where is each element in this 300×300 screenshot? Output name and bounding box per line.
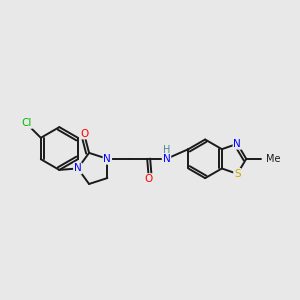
Text: Me: Me bbox=[266, 154, 280, 164]
Text: N: N bbox=[103, 154, 111, 164]
Text: O: O bbox=[80, 129, 89, 139]
Text: S: S bbox=[234, 169, 241, 179]
Text: O: O bbox=[145, 174, 153, 184]
Text: N: N bbox=[163, 154, 170, 164]
Text: N: N bbox=[233, 139, 241, 149]
Text: N: N bbox=[74, 164, 82, 173]
Text: Cl: Cl bbox=[22, 118, 32, 128]
Text: H: H bbox=[163, 145, 170, 155]
